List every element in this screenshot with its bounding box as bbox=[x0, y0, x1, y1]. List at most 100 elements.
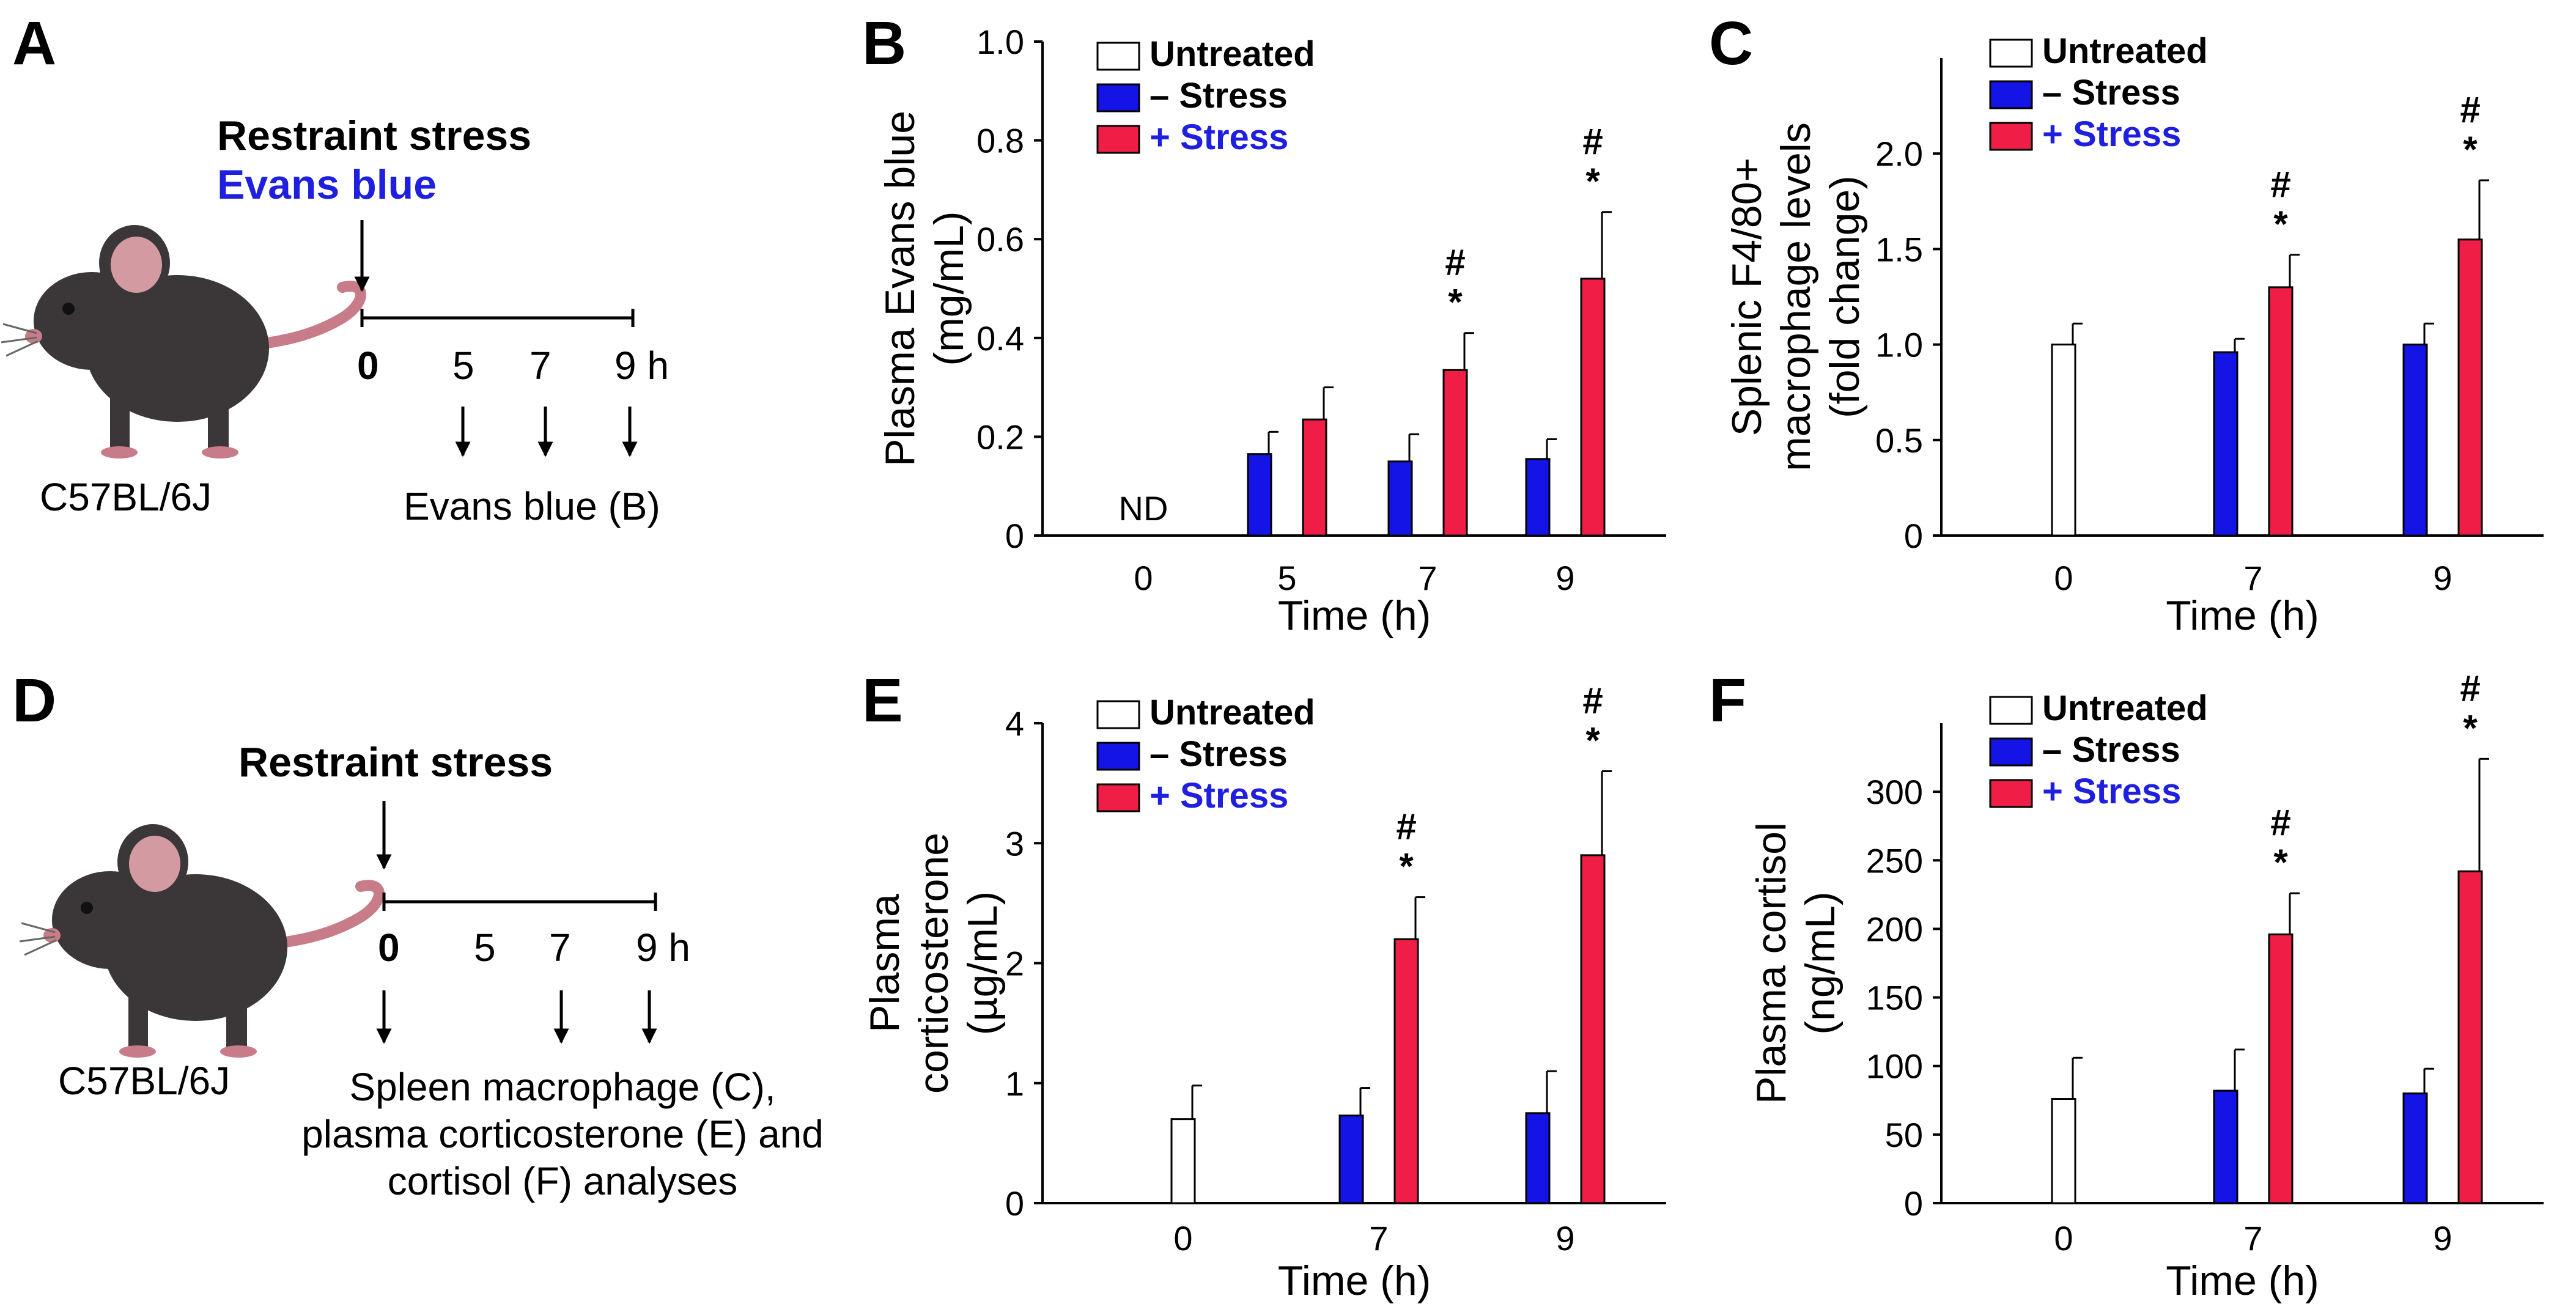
x-tick-label: 9 bbox=[2433, 559, 2452, 597]
legend: Untreated– Stress+ Stress bbox=[1096, 693, 1315, 816]
significance-hash: # bbox=[2270, 164, 2290, 205]
x-tick-label: 0 bbox=[2054, 1219, 2073, 1258]
x-axis-title: Time (h) bbox=[1278, 592, 1431, 639]
schematic-a-title: Restraint stress bbox=[217, 112, 531, 159]
y-tick-label: 0.2 bbox=[976, 418, 1024, 456]
timeline-9h: 9 h bbox=[614, 344, 669, 388]
schematic-a-strain: C57BL/6J bbox=[40, 475, 212, 519]
legend-label-minus: – Stress bbox=[2042, 73, 2180, 112]
legend-label-plus: + Stress bbox=[1150, 776, 1288, 816]
significance-star: * bbox=[2463, 129, 2478, 170]
bar-untreated bbox=[2051, 1098, 2076, 1204]
timeline-0: 0 bbox=[357, 344, 379, 388]
y-axis-title-line: Plasma Evans blue bbox=[877, 111, 923, 466]
timeline-7: 7 bbox=[530, 344, 552, 388]
significance-star: * bbox=[1585, 720, 1600, 761]
panel-label-b: B bbox=[862, 9, 906, 78]
legend-label-untreated: Untreated bbox=[1150, 34, 1315, 74]
x-tick-label: 7 bbox=[1418, 559, 1437, 597]
bar-minus bbox=[1247, 453, 1272, 537]
bar-plus bbox=[2457, 238, 2483, 537]
y-tick-label: 1.0 bbox=[976, 23, 1024, 61]
bar-minus bbox=[2213, 351, 2238, 537]
bar-plus bbox=[1580, 278, 1606, 537]
significance-star: * bbox=[1585, 161, 1600, 202]
legend-swatch-untreated bbox=[1096, 700, 1140, 729]
bar-minus bbox=[2402, 1092, 2428, 1204]
y-tick-label: 0 bbox=[1904, 517, 1923, 555]
x-axis-title: Time (h) bbox=[1278, 1258, 1431, 1304]
bar-plus bbox=[2268, 933, 2294, 1204]
significance-hash: # bbox=[2460, 668, 2480, 709]
y-axis-title-line: macrophage levels bbox=[1773, 122, 1819, 471]
y-tick-label: 2.0 bbox=[1875, 134, 1923, 173]
schematic-a: Restraint stress Evans blue 0 5 7 9 h Ev… bbox=[1, 112, 669, 528]
y-tick-label: 0.6 bbox=[976, 220, 1024, 259]
bar-untreated bbox=[1170, 1118, 1196, 1204]
legend: Untreated– Stress+ Stress bbox=[1989, 688, 2208, 811]
legend-swatch-plus bbox=[1989, 122, 2033, 151]
panel-label-c: C bbox=[1709, 9, 1753, 78]
schematic-d-readout-line-2: plasma corticosterone (E) and bbox=[301, 1112, 824, 1156]
x-tick-label: 7 bbox=[1369, 1219, 1388, 1258]
schematic-d-readout-line-1: Spleen macrophage (C), bbox=[349, 1065, 775, 1109]
y-axis-title-line: (mg/mL) bbox=[926, 211, 972, 366]
significance-star: * bbox=[1448, 282, 1463, 323]
y-tick-label: 3 bbox=[1005, 824, 1024, 863]
y-tick-label: 1 bbox=[1005, 1064, 1024, 1103]
legend: Untreated– Stress+ Stress bbox=[1989, 31, 2208, 154]
significance-star: * bbox=[2273, 842, 2288, 883]
y-tick-label: 0.4 bbox=[976, 319, 1024, 358]
y-tick-label: 4 bbox=[1005, 704, 1024, 743]
schematic-d-title: Restraint stress bbox=[238, 739, 553, 786]
y-axis-title-line: Splenic F4/80+ bbox=[1724, 158, 1770, 436]
x-tick-label: 5 bbox=[1277, 559, 1296, 597]
legend-label-untreated: Untreated bbox=[1150, 693, 1315, 732]
chart-panel-f: 0 50 100 150 200 250 300 0 7 9 Time (h) Plasma cort… bbox=[1748, 668, 2544, 1304]
y-tick-label: 100 bbox=[1866, 1047, 1923, 1086]
y-tick-label: 300 bbox=[1866, 773, 1923, 811]
chart-panel-c: 0 0.5 1.0 1.5 2.0 0 7 9 Time (h) Splenic F4/80+ ma… bbox=[1724, 31, 2544, 639]
y-tick-label: 0.8 bbox=[976, 122, 1024, 160]
legend-swatch-untreated bbox=[1096, 42, 1140, 71]
schematic-d: Restraint stress 0 5 7 9 h C57BL/6J Sple… bbox=[20, 739, 824, 1203]
panel-label-f: F bbox=[1709, 666, 1746, 735]
chart-panel-b: 0 0.2 0.4 0.6 0.8 1.0 0 5 7 9 Time (h) Plasma Evans… bbox=[877, 23, 1666, 639]
x-tick-label: 0 bbox=[1173, 1219, 1192, 1258]
bar-minus bbox=[1387, 460, 1413, 537]
x-axis-title: Time (h) bbox=[2166, 592, 2319, 639]
bar-minus bbox=[2213, 1089, 2238, 1204]
bar-plus bbox=[2457, 870, 2483, 1204]
schematic-d-strain: C57BL/6J bbox=[58, 1059, 230, 1103]
y-axis-title-line: corticosterone bbox=[910, 833, 957, 1094]
x-tick-label: 9 bbox=[1556, 559, 1574, 597]
legend-label-plus: + Stress bbox=[2042, 772, 2181, 811]
timeline-5: 5 bbox=[452, 344, 474, 388]
y-tick-label: 150 bbox=[1866, 979, 1923, 1017]
mouse-icon bbox=[1, 225, 361, 459]
not-detected-label: ND bbox=[1119, 489, 1168, 528]
schematic-a-readout: Evans blue (B) bbox=[404, 484, 660, 528]
significance-hash: # bbox=[1582, 680, 1603, 721]
bar-plus bbox=[1580, 854, 1606, 1204]
schematic-a-subtitle: Evans blue bbox=[217, 161, 437, 208]
timeline-5: 5 bbox=[474, 926, 496, 970]
legend-swatch-minus bbox=[1989, 737, 2033, 767]
bar-plus bbox=[1442, 369, 1468, 537]
x-tick-label: 9 bbox=[2433, 1219, 2452, 1258]
y-tick-label: 1.0 bbox=[1875, 326, 1923, 364]
bar-untreated bbox=[2051, 344, 2076, 537]
legend: Untreated– Stress+ Stress bbox=[1096, 34, 1315, 157]
significance-hash: # bbox=[1396, 806, 1416, 847]
significance-hash: # bbox=[1582, 121, 1603, 162]
y-axis-title-line: Plasma cortisol bbox=[1748, 822, 1795, 1104]
panel-label-a: A bbox=[12, 9, 56, 78]
legend-swatch-untreated bbox=[1989, 39, 2033, 68]
timeline-0: 0 bbox=[378, 926, 400, 970]
y-tick-label: 0 bbox=[1005, 517, 1024, 555]
significance-hash: # bbox=[1445, 242, 1465, 283]
y-tick-label: 2 bbox=[1005, 945, 1024, 983]
bar-plus bbox=[1393, 938, 1419, 1204]
x-axis-title: Time (h) bbox=[2166, 1258, 2319, 1304]
